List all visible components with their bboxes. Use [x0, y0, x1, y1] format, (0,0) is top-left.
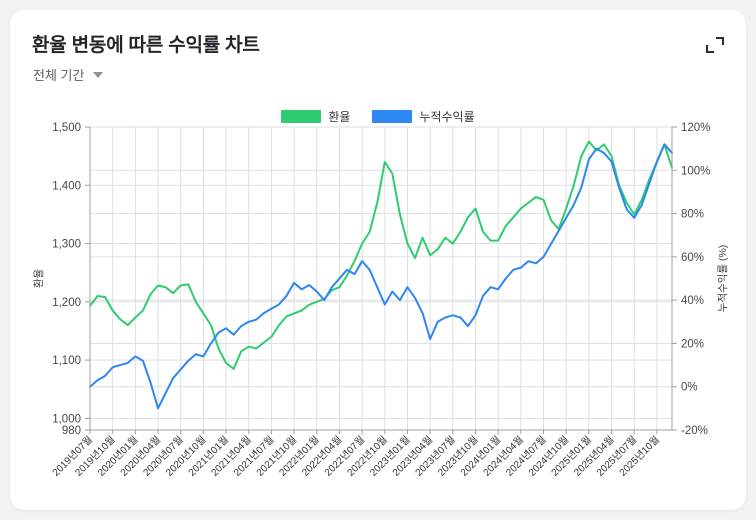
y-axis-title: 환율	[33, 269, 45, 289]
period-filter-dropdown[interactable]: 전체 기간	[33, 65, 104, 84]
y2-axis-tick-label: 20%	[681, 338, 704, 350]
page-title: 환율 변동에 따른 수익률 차트	[32, 35, 260, 56]
y2-axis-tick-label: 120%	[681, 122, 710, 134]
y2-axis-tick-label: -20%	[681, 425, 708, 437]
y2-axis-title: 누적수익률 (%)	[717, 245, 729, 313]
series-line-cumulative-return	[89, 143, 673, 410]
legend-label-exchange-rate: 환율	[328, 110, 351, 124]
chart-card: 환율 변동에 따른 수익률 차트 전체 기간 환율 누적수익률 1,500 1,4…	[10, 10, 746, 510]
expand-button[interactable]	[704, 34, 726, 56]
y2-axis-tick-label: 100%	[681, 165, 710, 177]
y-axis-tick-label: 1,500	[52, 122, 81, 134]
y2-axis-tick-label: 80%	[681, 209, 704, 221]
y-axis-tick-label: 1,000	[52, 413, 81, 425]
series-line-exchange-rate	[89, 140, 673, 370]
y2-axis-tick-label: 60%	[681, 252, 704, 264]
chart-legend: 환율 누적수익률	[10, 108, 746, 125]
period-filter-label: 전체 기간	[33, 68, 85, 83]
y-axis-tick-label: 1,400	[52, 180, 81, 192]
legend-label-cumulative-return: 누적수익률	[419, 110, 475, 124]
chevron-down-icon	[93, 71, 104, 78]
y2-axis-tick-label: 40%	[681, 295, 704, 307]
expand-icon	[705, 36, 725, 54]
y-axis-tick-label: 1,300	[52, 239, 81, 251]
legend-swatch-cumulative-return	[372, 110, 413, 123]
legend-swatch-exchange-rate	[281, 110, 322, 123]
y2-axis-tick-label: 0%	[681, 382, 698, 394]
legend-item-exchange-rate[interactable]: 환율	[281, 108, 350, 125]
y-axis-tick-label: 1,100	[52, 355, 81, 367]
y-axis-tick-label: 1,200	[52, 297, 81, 309]
y-axis-tick-label: 980	[62, 425, 81, 437]
legend-item-cumulative-return[interactable]: 누적수익률	[372, 108, 475, 125]
series-layer	[89, 140, 673, 410]
